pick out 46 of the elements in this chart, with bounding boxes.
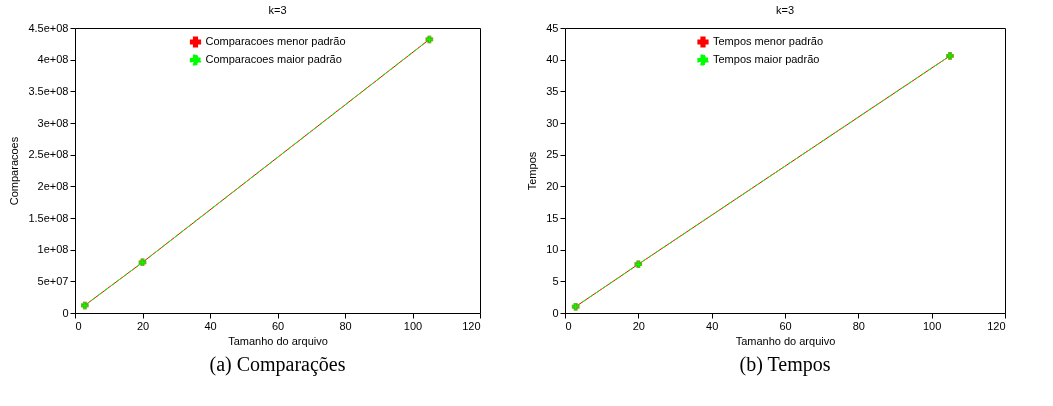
x-tick-label: 0 (75, 319, 82, 332)
y-tick-label: 1.5e+08 (28, 211, 69, 224)
x-tick-label: 0 (565, 319, 572, 332)
x-tick-label: 120 (987, 319, 1006, 332)
x-tick-label: 20 (136, 319, 150, 332)
y-tick-label: 5 (552, 274, 559, 287)
x-tick-label: 100 (922, 319, 942, 332)
x-axis-title: Tamanho do arquivo (735, 334, 836, 347)
x-axis-title: Tamanho do arquivo (228, 334, 328, 347)
y-tick-label: 40 (546, 53, 559, 66)
y-tick-label: 2.5e+08 (28, 148, 69, 161)
y-axis-title: Tempos (526, 151, 539, 191)
y-tick-label: 0 (552, 306, 559, 319)
y-tick-label: 15 (546, 211, 559, 224)
y-tick-label: 4.5e+08 (28, 21, 69, 34)
y-tick-label: 20 (546, 179, 559, 192)
y-tick-label: 1e+08 (37, 243, 69, 256)
y-axis-title: Comparacoes (8, 136, 21, 206)
y-tick-label: 3e+08 (37, 116, 69, 129)
y-tick-label: 2e+08 (37, 179, 69, 192)
legend-label: Comparacoes maior padrão (205, 53, 342, 65)
y-tick-label: 30 (546, 116, 559, 129)
x-tick-label: 80 (852, 319, 865, 332)
y-tick-label: 25 (546, 148, 559, 161)
chart-title: k=3 (775, 4, 795, 16)
y-tick-label: 45 (546, 21, 559, 34)
legend-label: Tempos maior padrão (713, 53, 820, 65)
y-tick-label: 3.5e+08 (28, 84, 69, 97)
y-tick-label: 0 (62, 306, 69, 319)
y-tick-label: 35 (546, 84, 559, 97)
y-tick-label: 4e+08 (37, 53, 69, 66)
x-tick-label: 100 (403, 319, 423, 332)
text: (a) Comparações (209, 353, 346, 376)
x-tick-label: 20 (632, 319, 645, 332)
y-tick-label: 10 (546, 243, 559, 256)
chart-title: k=3 (268, 4, 287, 16)
x-tick-label: 60 (271, 319, 285, 332)
x-tick-label: 60 (779, 319, 792, 332)
x-tick-label: 40 (706, 319, 719, 332)
y-tick-label: 5e+07 (37, 274, 69, 287)
x-tick-label: 40 (204, 319, 217, 332)
legend-label: Comparacoes menor padrão (205, 35, 346, 47)
text: (b) Tempos (739, 353, 831, 376)
x-tick-label: 80 (339, 319, 352, 332)
x-tick-label: 120 (462, 319, 481, 332)
legend-label: Tempos menor padrão (713, 35, 824, 47)
